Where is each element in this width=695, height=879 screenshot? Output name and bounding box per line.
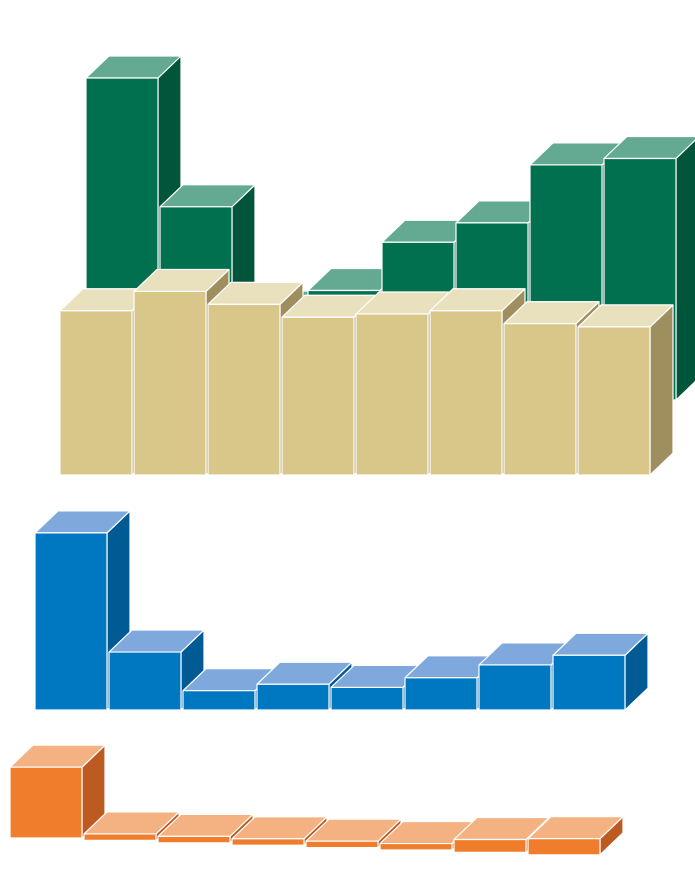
- bar-front: [429, 310, 503, 476]
- bar-front: [231, 838, 305, 846]
- bar-front: [330, 686, 404, 711]
- bar-front: [527, 838, 601, 856]
- bar-s2-8: [577, 304, 674, 476]
- series-row-2: [59, 268, 674, 476]
- bar-front: [577, 326, 651, 476]
- series-row-3: [34, 510, 649, 711]
- bar-front: [133, 290, 207, 476]
- bar-front: [281, 316, 355, 476]
- bar-front: [83, 833, 157, 842]
- bar-front: [355, 313, 429, 476]
- bar-front: [379, 842, 453, 851]
- bar-front: [207, 303, 281, 476]
- bar-s4-1: [9, 744, 106, 839]
- bar-group: [9, 55, 695, 856]
- bar-s4-8: [527, 816, 624, 856]
- bar-front: [256, 683, 330, 711]
- bar-side: [675, 139, 695, 401]
- bar-front: [552, 654, 626, 711]
- series-row-4: [9, 744, 624, 856]
- bar-front: [9, 766, 83, 839]
- bar-front: [108, 651, 182, 711]
- bar-front: [305, 840, 379, 849]
- bar-front: [157, 835, 231, 844]
- bar-front: [503, 323, 577, 476]
- bar-s3-8: [552, 632, 649, 711]
- bar-front: [404, 677, 478, 711]
- bar-front: [59, 310, 133, 476]
- bar-front: [182, 690, 256, 711]
- bar-side: [649, 304, 674, 476]
- bar-front: [34, 532, 108, 711]
- bar-front: [478, 664, 552, 711]
- bar-front: [453, 838, 527, 854]
